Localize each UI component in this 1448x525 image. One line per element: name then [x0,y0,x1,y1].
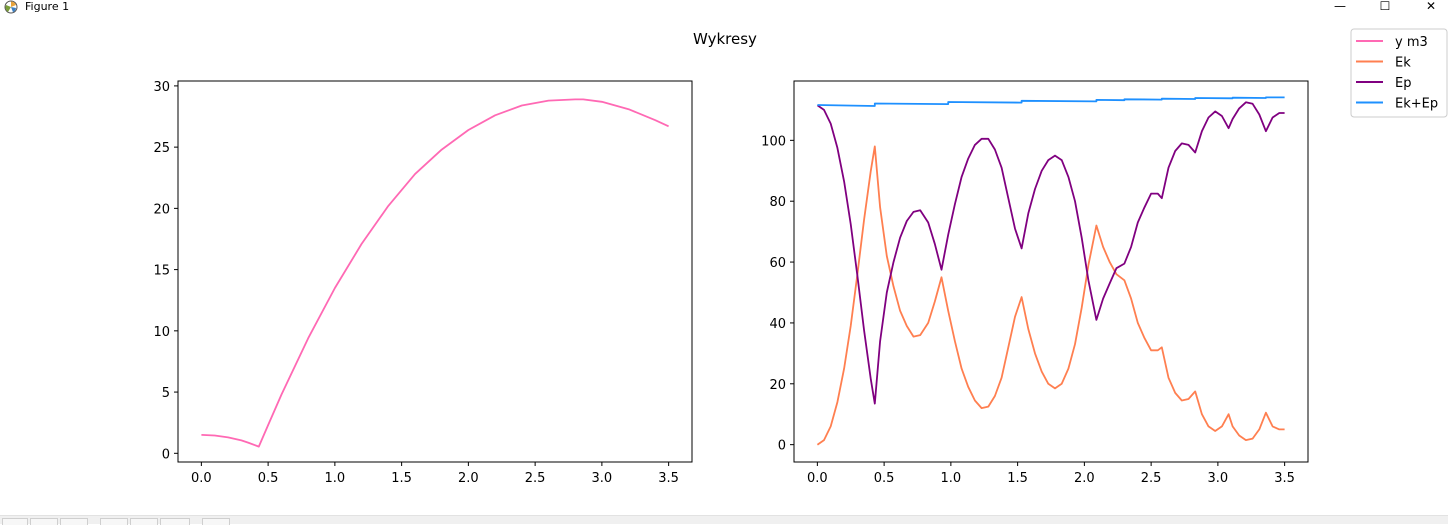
matplotlib-icon [4,0,18,14]
y-tick-label: 0 [778,439,786,454]
x-tick-label: 1.0 [941,471,962,486]
legend: y m3 Ek Ep Ek+Ep [1350,28,1448,118]
x-tick-label: 2.0 [458,471,479,486]
y-tick-label: 100 [761,134,786,149]
x-tick-label: 3.5 [658,471,679,486]
axes-frame [177,80,693,463]
legend-label: y m3 [1395,35,1428,50]
legend-label: Ek+Ep [1395,97,1438,112]
plot-area [178,81,692,462]
left-axes: 0.0 0.5 1.0 1.5 2.0 2.5 3.0 3.5 0 5 10 15 20 25 30 [153,80,693,486]
y-tick-label: 30 [153,80,170,95]
x-tick-label: 1.0 [325,471,346,486]
zoom-icon[interactable] [130,518,158,525]
window-title: Figure 1 [25,0,70,13]
figure-suptitle: Wykresy [693,30,757,48]
x-tick-label: 1.5 [391,471,412,486]
x-tick-label: 3.0 [1208,471,1229,486]
y-tick-label: 20 [769,378,786,393]
x-tick-label: 2.5 [1141,471,1162,486]
y-tick-label: 25 [153,141,170,156]
x-tick-label: 3.0 [592,471,613,486]
pan-icon[interactable] [100,518,128,525]
y-tick-label: 40 [769,317,786,332]
save-icon[interactable] [202,518,230,525]
close-button[interactable]: ✕ [1425,0,1437,13]
y-tick-label: 10 [153,325,170,340]
y-tick-label: 60 [769,256,786,271]
y-tick-label: 0 [162,447,170,462]
series-line-2 [817,96,1285,107]
x-tick-label: 2.0 [1074,471,1095,486]
right-axes: 0.0 0.5 1.0 1.5 2.0 2.5 3.0 3.5 0 20 40 60 80 100 [761,80,1309,486]
window-titlebar: Figure 1 — ☐ ✕ [0,0,1448,14]
navigation-toolbar [0,515,1448,525]
y-tick-label: 15 [153,264,170,279]
y-tick-label: 5 [162,386,170,401]
legend-frame [1350,28,1448,118]
x-tick-label: 0.0 [807,471,828,486]
series-line-1 [816,101,1285,405]
series-line-0 [201,98,669,448]
axes-frame [793,80,1309,463]
home-icon[interactable] [2,518,28,525]
figure-canvas: Wykresy 0.0 0.5 1.0 1.5 2.0 2.5 3.0 3.5 0 5 10 15 20… [153,28,1448,486]
plot-area [794,81,1308,462]
forward-icon[interactable] [60,518,88,525]
x-tick-label: 0.5 [874,471,895,486]
minimize-button[interactable]: — [1334,0,1346,13]
back-icon[interactable] [30,518,58,525]
x-tick-label: 3.5 [1274,471,1295,486]
series-line-0 [816,145,1285,446]
legend-label: Ep [1395,76,1411,91]
subplots-icon[interactable] [160,518,190,525]
x-tick-label: 0.0 [191,471,212,486]
x-tick-label: 2.5 [525,471,546,486]
maximize-button[interactable]: ☐ [1379,0,1391,13]
y-tick-label: 20 [153,202,170,217]
x-tick-label: 0.5 [258,471,279,486]
y-tick-label: 80 [769,195,786,210]
legend-label: Ek [1395,56,1411,71]
x-tick-label: 1.5 [1007,471,1028,486]
